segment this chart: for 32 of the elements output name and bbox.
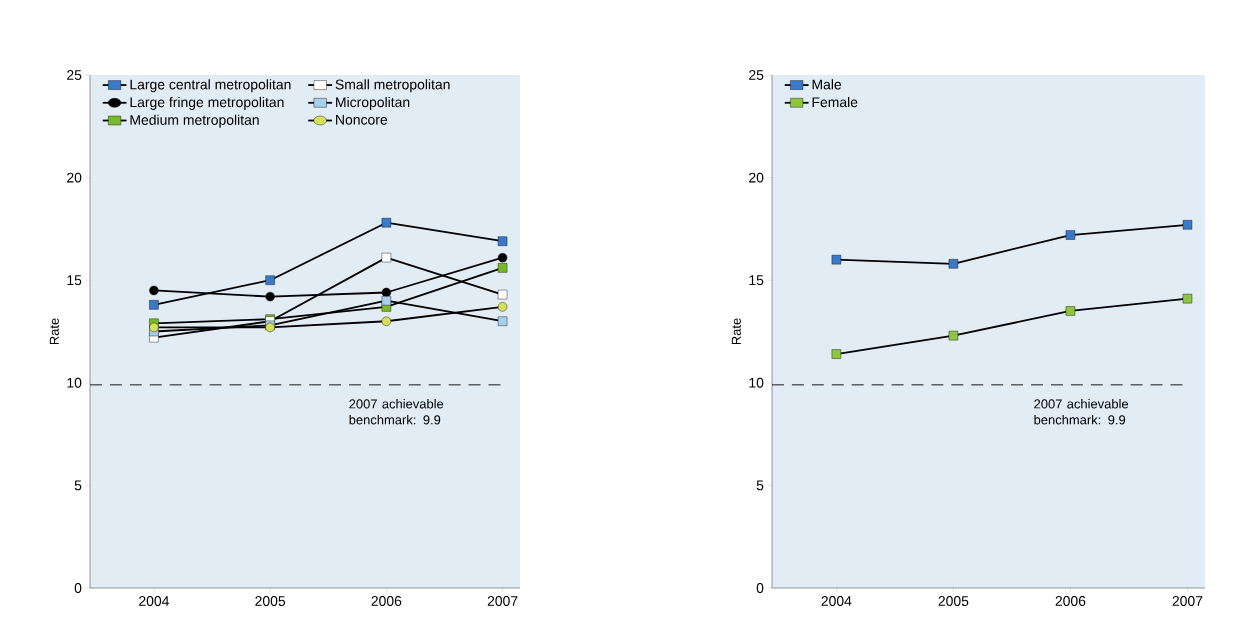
y-tick-label: 20 — [749, 172, 764, 183]
y-tick-label: 5 — [74, 480, 82, 491]
y-tick-label: 15 — [749, 275, 764, 286]
legend-label: Small metropolitan — [335, 79, 450, 93]
y-tick-label: 5 — [756, 480, 764, 491]
x-tick-label: 2006 — [1055, 596, 1086, 606]
y-tick-label: 20 — [67, 172, 82, 183]
legend-label: Micropolitan — [336, 96, 410, 110]
x-tick-label: 2007 — [487, 596, 518, 606]
x-tick-label: 2005 — [255, 596, 286, 606]
legend-label: Large central metropolitan — [130, 79, 291, 93]
x-tick-label: 2007 — [1172, 596, 1203, 606]
legend-label: Female — [812, 96, 858, 108]
y-tick-label: 15 — [67, 275, 82, 286]
y-tick-label: 25 — [67, 70, 82, 80]
y-tick-label: 0 — [756, 583, 764, 593]
legend-label: Medium metropolitan — [130, 114, 259, 128]
ref-line-label: 2007 achievable benchmark: 9.9 — [349, 398, 444, 425]
x-tick-label: 2006 — [371, 596, 402, 606]
legend-label: Male — [812, 79, 842, 90]
y-tick-label: 10 — [67, 377, 82, 388]
y-tick-label: 25 — [749, 70, 764, 80]
y-axis-title: Rate — [731, 318, 741, 345]
y-axis-title: Rate — [49, 318, 59, 345]
legend-label: Noncore — [336, 114, 388, 125]
x-tick-label: 2005 — [938, 596, 969, 606]
ref-line-label: 2007 achievable benchmark: 9.9 — [1034, 398, 1129, 425]
legend-label: Large fringe metropolitan — [130, 96, 284, 110]
x-tick-label: 2004 — [821, 596, 852, 606]
y-tick-label: 10 — [749, 377, 764, 388]
y-tick-label: 0 — [74, 583, 82, 593]
x-tick-label: 2004 — [139, 596, 170, 606]
